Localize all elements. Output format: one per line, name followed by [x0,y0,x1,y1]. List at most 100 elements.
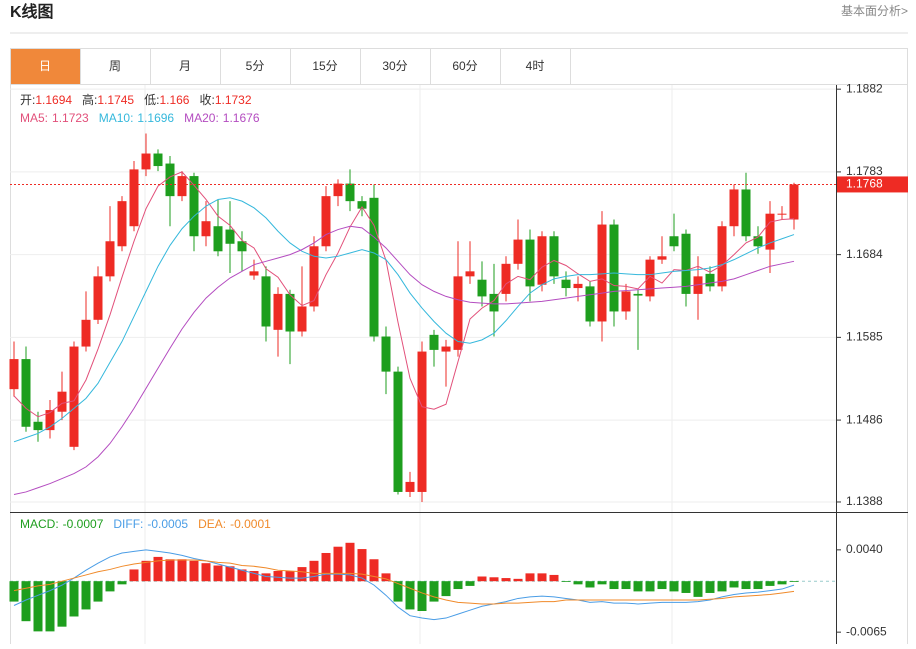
tab[interactable] [10,48,81,85]
tab-label[interactable]: 日 [39,59,51,73]
candle-body [129,169,139,227]
candle-body [513,239,523,264]
macd-legend-value: -0.0001 [230,517,271,531]
macd-bar [21,581,31,622]
macd-bar [297,567,307,582]
tab-label[interactable]: 5分 [246,59,265,73]
candle-body [597,224,607,322]
ma-line [13,225,795,495]
candle-body [417,351,427,492]
candle-body [549,236,559,277]
macd-bar [633,581,643,592]
candle-body [501,263,511,294]
candle-body [573,283,583,289]
macd-bar [405,581,415,610]
candle-body [729,189,739,227]
candle-body [753,236,763,247]
macd-bar [645,581,655,592]
candle-body [333,183,343,197]
ma-legend-label: MA5: [20,111,48,125]
tab[interactable] [220,48,291,85]
candle-body [69,346,79,447]
macd-bar [777,581,787,585]
ma-legend-value: 1.1676 [223,111,260,125]
macd-bar [693,581,703,597]
macd-bar [681,581,691,593]
candle-body [177,176,187,197]
macd-bar [321,552,331,582]
ohlc-value: 1.1732 [215,93,252,107]
candle-body [357,201,367,209]
y2-tick-label: -0.0065 [846,624,887,638]
macd-bar [9,581,19,602]
candle-body [81,319,91,347]
macd-bar [765,581,775,586]
macd-bar [705,581,715,593]
macd-bar [729,581,739,588]
candle-body [405,481,415,492]
fundamental-link[interactable]: 基本面分析> [841,4,908,18]
candle-body [261,276,271,327]
macd-bar [717,581,727,592]
macd-bar [237,569,247,582]
macd-bar [357,549,367,582]
legend: 1.1882 1.1783 1.1684 1.1585 1.1486 1.1388 0.00… [20,81,908,638]
tab-label[interactable]: 60分 [452,59,477,73]
tab-label[interactable]: 30分 [382,59,407,73]
macd-bar [153,556,163,582]
macd-bar [393,581,403,602]
candle-body [57,391,67,412]
candle-body [633,293,643,296]
candle-body [201,221,211,237]
tab-label[interactable]: 月 [179,59,191,73]
tab[interactable] [150,48,221,85]
macd-bar [537,573,547,582]
macd-bar [657,581,667,590]
candle-body [765,213,775,250]
macd-legend-label: DEA: [198,517,226,531]
tab-label[interactable]: 15分 [312,59,337,73]
tab[interactable] [360,48,431,85]
ohlc-label: 高: [82,92,97,107]
candle-body [213,226,223,252]
candle-body [309,246,319,307]
macd-bar [477,576,487,582]
macd-bar [621,581,631,590]
tab[interactable] [430,48,501,85]
macd-bar [309,560,319,582]
macd-line [13,559,795,605]
macd-bar [273,571,283,582]
last-price-tag [837,176,908,193]
tab-label[interactable]: 周 [109,59,121,73]
macd-bar [69,581,79,617]
macd-bar [417,581,427,611]
macd-bar [789,581,799,582]
candle-body [189,176,199,237]
macd-bar [597,581,607,585]
tab[interactable] [500,48,571,85]
candle-body [297,306,307,332]
candle-body [477,279,487,297]
ohlc-value: 1.1745 [97,93,134,107]
macd-bar [105,581,115,592]
macd-bar [585,581,595,588]
tab[interactable] [290,48,361,85]
candle-body [465,271,475,277]
macd-legend-value: -0.0005 [147,517,188,531]
candle-body [441,346,451,352]
candle-body [285,293,295,332]
macd-bar [741,581,751,590]
y-tick-label: 1.1783 [846,164,883,178]
candle-body [345,183,355,202]
tab-label[interactable]: 4时 [526,59,545,73]
candle-body [273,293,283,330]
candle-body [717,226,727,287]
candle-body [369,197,379,337]
y-tick-label: 1.1388 [846,494,883,508]
candle-body [141,153,151,170]
candle-body [609,224,619,312]
macd-bar [189,560,199,582]
macd-bar [669,581,679,592]
macd-bar [549,574,559,582]
